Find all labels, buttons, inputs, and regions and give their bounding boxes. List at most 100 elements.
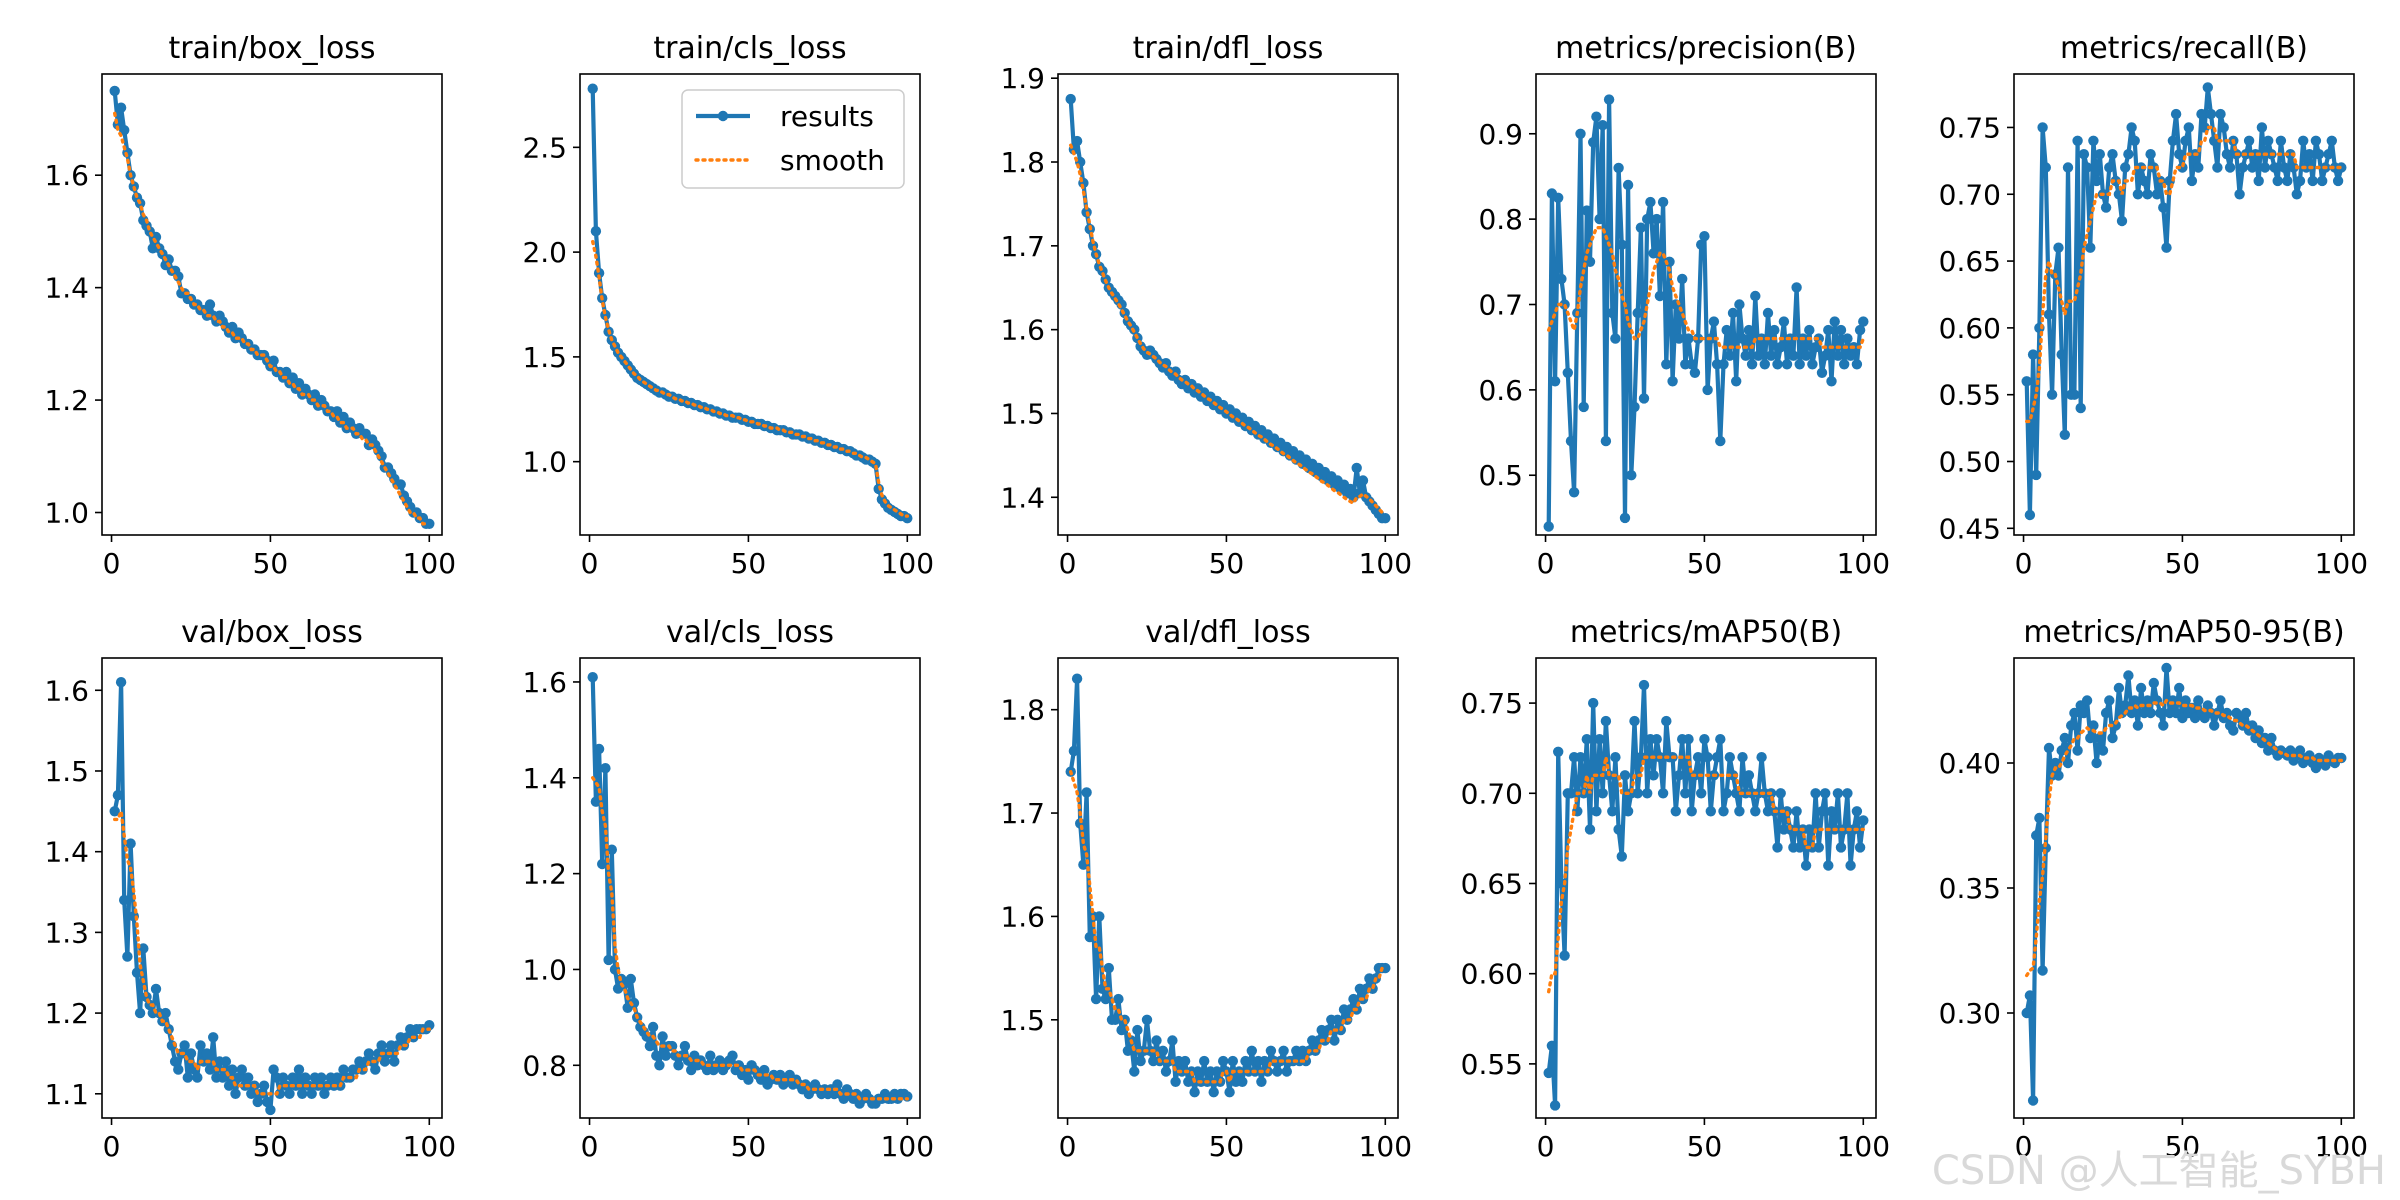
data-point <box>1065 93 1076 105</box>
axes-frame <box>1057 657 1399 1119</box>
data-point <box>1575 128 1586 139</box>
data-point <box>2075 402 2086 414</box>
data-point <box>1692 752 1704 763</box>
data-point <box>109 85 120 97</box>
plot-area <box>587 83 913 524</box>
y-tick-label: 0.45 <box>1939 512 2001 545</box>
y-tick-label: 1.6 <box>522 666 567 699</box>
data-point <box>1791 282 1802 293</box>
data-point <box>1800 860 1812 871</box>
y-tick-label: 1.3 <box>44 916 89 949</box>
data-point <box>138 943 149 954</box>
data-point <box>2062 757 2074 769</box>
data-point <box>1651 213 1662 225</box>
data-point <box>1581 205 1593 216</box>
data-point <box>2317 175 2328 187</box>
data-point <box>1642 788 1653 799</box>
data-point <box>2097 745 2109 756</box>
data-point <box>1616 239 1628 250</box>
data-point <box>1654 290 1666 302</box>
data-point <box>2135 682 2147 694</box>
data-point <box>2221 149 2233 160</box>
data-point <box>2100 707 2112 719</box>
data-point <box>1851 359 1863 370</box>
data-point <box>1081 787 1092 798</box>
chart-title: metrics/mAP50-95(B) <box>2023 615 2344 650</box>
data-point <box>2120 700 2131 711</box>
data-point <box>1616 851 1628 862</box>
data-point <box>2046 389 2058 400</box>
x-tick-label: 50 <box>2165 547 2201 580</box>
data-point <box>1629 401 1640 413</box>
data-point <box>1702 384 1713 396</box>
data-point <box>2085 242 2096 253</box>
data-point <box>233 1072 244 1083</box>
x-tick-label: 0 <box>1537 547 1555 580</box>
data-point <box>1619 770 1631 781</box>
x-tick-label: 50 <box>253 1130 289 1163</box>
data-point <box>1788 350 1799 361</box>
legend: results smooth <box>681 89 905 189</box>
data-point <box>220 1056 232 1067</box>
axes-frame <box>101 657 443 1119</box>
y-tick-label: 1.4 <box>1000 481 1045 514</box>
data-point <box>1826 806 1837 817</box>
data-point <box>1683 333 1694 344</box>
data-point <box>1734 806 1745 817</box>
data-point <box>1842 333 1853 344</box>
data-point <box>1854 324 1866 336</box>
data-point <box>1842 788 1853 799</box>
y-tick-label: 0.8 <box>522 1049 567 1082</box>
data-point <box>1562 367 1574 378</box>
data-point <box>1129 1066 1140 1077</box>
data-point <box>1711 752 1723 763</box>
data-point <box>1597 120 1608 131</box>
data-point <box>1581 734 1593 745</box>
data-point <box>424 1019 435 1031</box>
series-line-smooth <box>2024 698 2344 978</box>
data-point <box>2037 122 2048 133</box>
data-point <box>2307 175 2318 187</box>
data-point <box>2027 1095 2039 1106</box>
data-point <box>227 1064 238 1075</box>
data-point <box>2021 1007 2032 1019</box>
data-point <box>1575 752 1586 763</box>
data-point <box>293 1064 305 1075</box>
data-point <box>262 1096 273 1108</box>
series-line-smooth <box>1068 770 1388 1088</box>
x-tick-label: 0 <box>2015 547 2033 580</box>
data-point <box>1380 513 1391 524</box>
data-point <box>395 479 406 490</box>
data-point <box>2031 469 2042 481</box>
data-point <box>1227 1055 1239 1067</box>
chart-panel: metrics/mAP50(B) 0 50 100 0.55 0.60 0.65 0.70 0.… <box>1461 615 1890 1163</box>
data-point <box>1845 860 1856 871</box>
data-point <box>1727 307 1739 319</box>
data-point <box>1351 462 1362 474</box>
data-point <box>2043 742 2055 754</box>
data-point <box>1240 1055 1251 1067</box>
data-point <box>1610 333 1621 344</box>
chart-panel: metrics/precision(B) 0 50 100 0.5 0.6 0.7 0.8 0.… <box>1478 31 1890 580</box>
data-point <box>2247 162 2258 173</box>
data-point <box>1553 746 1564 757</box>
data-point <box>1218 1055 1229 1067</box>
data-point <box>1845 350 1856 361</box>
data-point <box>2132 720 2144 731</box>
series-line-results <box>590 677 909 1106</box>
data-point <box>2218 122 2229 133</box>
data-point <box>2123 670 2134 681</box>
series-line-results <box>1546 682 1866 1108</box>
data-point <box>252 1096 263 1108</box>
data-point <box>1199 1055 1210 1067</box>
data-point <box>2177 162 2188 173</box>
data-point <box>2043 309 2055 320</box>
data-point <box>1826 376 1837 387</box>
y-tick-label: 1.1 <box>44 1078 89 1111</box>
legend-results-marker <box>717 110 729 122</box>
y-tick-label: 1.0 <box>522 953 567 986</box>
data-point <box>1670 806 1682 817</box>
y-tick-label: 0.75 <box>1461 687 1523 720</box>
x-tick-label: 100 <box>2315 1130 2368 1163</box>
